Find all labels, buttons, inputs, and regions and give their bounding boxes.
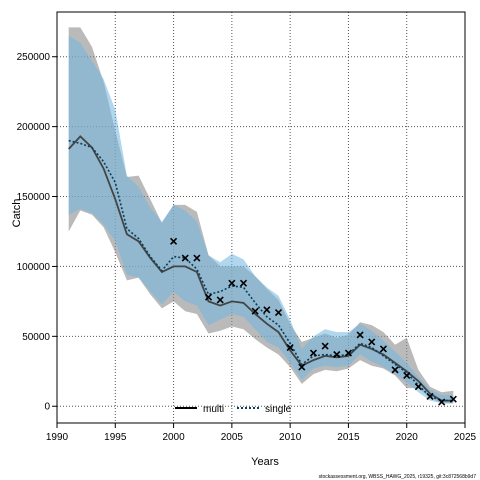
- y-tick-label: 0: [44, 402, 50, 413]
- observed-point: [204, 293, 213, 301]
- x-tick-label: 2005: [221, 432, 244, 443]
- x-tick-label: 2020: [396, 432, 419, 443]
- observed-point: [438, 398, 446, 406]
- x-tick-label: 1995: [104, 432, 127, 443]
- observed-point: [391, 366, 399, 374]
- observed-point: [344, 349, 352, 357]
- observed-point: [228, 279, 236, 287]
- y-tick-label: 250000: [17, 52, 51, 63]
- x-axis: 1990 1995 2000 2005 2010 2015 2020 2025: [46, 423, 477, 443]
- observed-point: [239, 279, 248, 287]
- observed-point: [356, 331, 364, 339]
- x-tick-label: 2010: [279, 432, 302, 443]
- y-axis: 0 50000 100000 150000 200000 250000: [17, 52, 57, 413]
- observed-point: [274, 308, 283, 317]
- observed-point: [449, 395, 457, 403]
- y-tick-label: 200000: [17, 122, 51, 133]
- y-tick-label: 100000: [17, 262, 51, 273]
- confidence-bands: [68, 27, 454, 404]
- single-confidence-band: [68, 35, 454, 404]
- observed-point: [286, 343, 294, 352]
- observed-point: [414, 383, 422, 391]
- y-tick-label: 50000: [22, 332, 50, 343]
- x-tick-label: 1990: [46, 432, 69, 443]
- observed-point: [321, 342, 329, 350]
- single-series-line: [68, 139, 454, 402]
- observed-point: [426, 392, 434, 401]
- x-tick-label: 2015: [337, 432, 360, 443]
- observed-points: [170, 237, 457, 406]
- series-lines: [68, 135, 454, 402]
- plot-frame: [56, 11, 466, 424]
- observed-point: [170, 237, 178, 245]
- y-tick-label: 150000: [17, 192, 51, 203]
- observed-point: [251, 307, 259, 315]
- x-axis-label: Years: [251, 456, 279, 468]
- legend-label-multi: multi: [203, 404, 224, 415]
- multi-series-line: [68, 135, 454, 402]
- observed-point: [216, 296, 224, 304]
- legend: multi single: [175, 404, 292, 415]
- observed-point: [379, 345, 387, 353]
- observed-point: [403, 371, 411, 380]
- observed-point: [298, 363, 306, 371]
- observed-point: [368, 338, 376, 346]
- observed-point: [263, 306, 271, 314]
- x-tick-label: 2025: [454, 432, 477, 443]
- observed-point: [309, 349, 318, 357]
- observed-point: [181, 254, 189, 262]
- observed-point: [193, 254, 201, 262]
- observed-point: [333, 350, 341, 359]
- x-tick-label: 2000: [162, 432, 185, 443]
- footnote: stockassessment.org, WBSS_HAWG_2025, r19…: [319, 474, 477, 480]
- y-axis-label: Catch: [11, 199, 23, 228]
- legend-label-single: single: [265, 404, 292, 415]
